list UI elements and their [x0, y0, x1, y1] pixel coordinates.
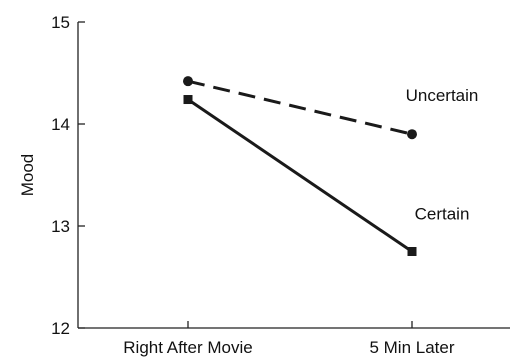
y-tick-label: 12	[51, 319, 70, 338]
series-label-certain: Certain	[415, 205, 470, 224]
y-axis-title: Mood	[18, 154, 37, 197]
data-point-certain	[407, 247, 417, 256]
y-tick-label: 14	[51, 115, 70, 134]
x-ticks: Right After Movie 5 Min Later	[123, 321, 455, 357]
y-axis: 12 13 14 15	[51, 13, 85, 338]
y-ticks: 12 13 14 15	[51, 13, 85, 338]
data-point-uncertain	[183, 76, 193, 87]
series-uncertain: Uncertain	[183, 76, 479, 140]
series-label-uncertain: Uncertain	[406, 86, 479, 105]
y-tick-label: 13	[51, 217, 70, 236]
series-line-uncertain	[187, 79, 413, 136]
x-axis: Right After Movie 5 Min Later	[78, 321, 510, 357]
data-point-certain	[183, 95, 193, 105]
x-tick-label: 5 Min Later	[369, 338, 454, 357]
series-line-certain	[187, 98, 413, 253]
y-tick-label: 15	[51, 13, 70, 32]
series-layer: Uncertain Certain	[183, 76, 478, 256]
data-point-uncertain	[407, 129, 417, 140]
x-tick-label: Right After Movie	[123, 338, 252, 357]
series-certain: Certain	[183, 95, 470, 256]
